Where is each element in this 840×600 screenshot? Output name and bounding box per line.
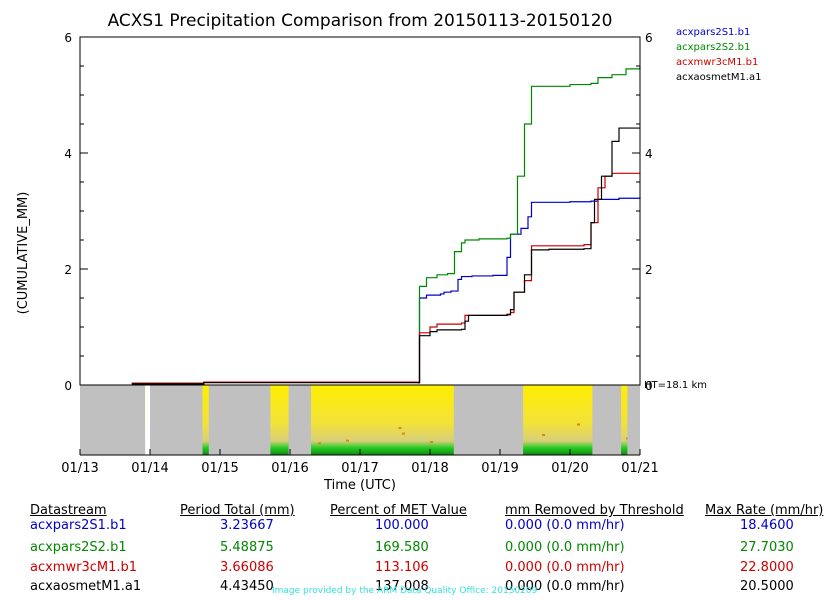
legend-entry-0: acxpars2S1.b1 bbox=[676, 27, 750, 38]
radar-gap-6 bbox=[627, 385, 640, 455]
legend-entry-1: acxpars2S2.b1 bbox=[676, 42, 750, 53]
radar-speck-1 bbox=[402, 432, 405, 435]
chart-axes bbox=[79, 36, 641, 456]
series-line-3 bbox=[131, 127, 640, 385]
credit-text: Image provided by the ARM Data Quality O… bbox=[272, 586, 538, 596]
legend-entry-3: acxaosmetM1.a1 bbox=[676, 72, 761, 83]
radar-strip bbox=[80, 385, 640, 455]
chart-marks bbox=[131, 66, 641, 385]
radar-gap-3 bbox=[288, 385, 311, 455]
xtick-label-3: 01/16 bbox=[271, 461, 308, 476]
radar-speck-0 bbox=[398, 427, 402, 429]
xtick-label-7: 01/20 bbox=[551, 461, 588, 476]
radar-gap-5 bbox=[592, 385, 622, 455]
radar-speck-7 bbox=[346, 439, 349, 442]
series-line-2 bbox=[131, 172, 641, 384]
radar-speck-4 bbox=[577, 423, 580, 426]
xtick-label-6: 01/19 bbox=[481, 461, 518, 476]
ytick-label-right-1: 2 bbox=[645, 263, 653, 277]
radar-gap-2 bbox=[208, 385, 271, 455]
y-axis-label: (CUMULATIVE_MM) bbox=[16, 192, 31, 315]
xtick-label-5: 01/18 bbox=[411, 461, 448, 476]
radar-gap-1 bbox=[150, 385, 203, 455]
chart-title: ACXS1 Precipitation Comparison from 2015… bbox=[108, 11, 613, 31]
chart-texts: 0 0 2 2 4 4 6 6 01/13 01/14 01/15 01/16 01/17 01/18 01… bbox=[16, 11, 761, 493]
radar-speck-2 bbox=[430, 441, 433, 443]
xtick-label-1: 01/14 bbox=[131, 461, 168, 476]
ytick-label-right-3: 6 bbox=[645, 31, 653, 45]
series-line-0 bbox=[131, 197, 641, 384]
ytick-label-right-2: 4 bbox=[645, 147, 653, 161]
xtick-label-8: 01/21 bbox=[621, 461, 658, 476]
radar-gap-0 bbox=[80, 385, 146, 455]
height-label: HT=18.1 km bbox=[644, 380, 707, 391]
xtick-label-2: 01/15 bbox=[201, 461, 238, 476]
legend-entry-2: acxmwr3cM1.b1 bbox=[676, 57, 758, 68]
ytick-label-left-0: 0 bbox=[64, 379, 72, 393]
ytick-label-left-1: 2 bbox=[64, 263, 72, 277]
plot-frame bbox=[79, 36, 641, 386]
radar-speck-3 bbox=[542, 434, 545, 436]
radar-white-0 bbox=[145, 385, 150, 455]
ytick-label-left-3: 6 bbox=[64, 31, 72, 45]
xtick-label-0: 01/13 bbox=[61, 461, 98, 476]
ytick-label-left-2: 4 bbox=[64, 147, 72, 161]
x-axis-label: Time (UTC) bbox=[323, 478, 396, 493]
xtick-label-4: 01/17 bbox=[341, 461, 378, 476]
series-line-1 bbox=[131, 66, 641, 384]
radar-gap-4 bbox=[453, 385, 524, 455]
radar-speck-6 bbox=[318, 442, 321, 445]
ytick-label-right-0: 0 bbox=[645, 379, 653, 393]
